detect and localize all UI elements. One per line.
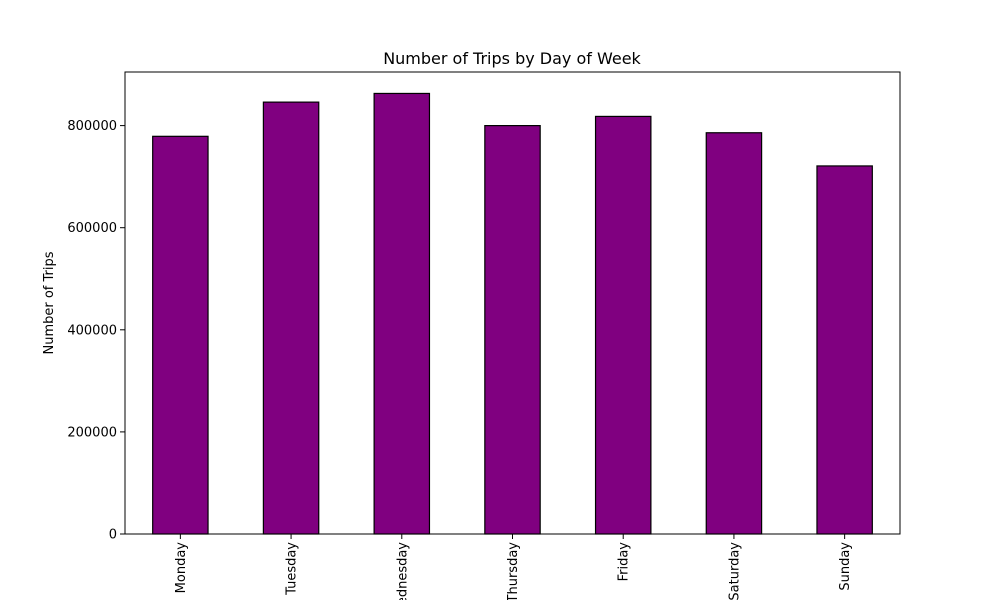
bar-saturday — [705, 132, 763, 535]
y-tick-label: 600000 — [67, 221, 117, 236]
x-tick-label: Sunday — [838, 542, 853, 591]
y-tick-label: 200000 — [67, 425, 117, 440]
x-axis-ticks: Monday Tuesday Wednesday Thursday Friday Satu… — [174, 534, 853, 600]
bar-monday — [152, 135, 209, 535]
x-tick-label: Monday — [174, 542, 189, 594]
bar-sunday — [816, 165, 873, 535]
plot-frame — [124, 71, 901, 535]
bars-group — [152, 92, 873, 535]
y-tick-label: 0 — [109, 528, 117, 543]
x-tick-label: Thursday — [506, 542, 521, 600]
x-tick-label: Tuesday — [285, 542, 300, 596]
chart-title: Number of Trips by Day of Week — [383, 49, 641, 68]
y-tick-label: 800000 — [67, 119, 117, 134]
x-tick-label: Wednesday — [395, 542, 410, 600]
y-axis-ticks: 0 200000 400000 600000 800000 — [67, 119, 125, 543]
x-tick-label: Friday — [617, 542, 632, 582]
bar-tuesday — [262, 101, 320, 535]
bar-wednesday — [373, 92, 431, 535]
x-tick-label: Saturday — [727, 542, 742, 600]
y-axis-label: Number of Trips — [42, 251, 57, 354]
y-tick-label: 400000 — [67, 323, 117, 338]
bar-thursday — [484, 124, 541, 535]
bar-friday — [594, 115, 652, 535]
